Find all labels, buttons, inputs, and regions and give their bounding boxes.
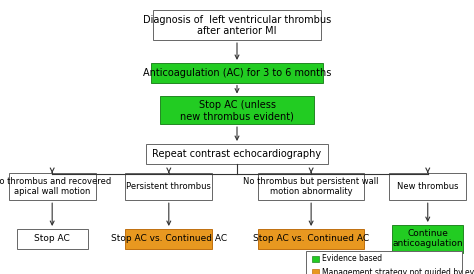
FancyBboxPatch shape [125,173,212,200]
FancyBboxPatch shape [312,255,319,262]
FancyBboxPatch shape [389,173,466,200]
Text: Persistent thrombus: Persistent thrombus [127,182,211,191]
Text: Diagnosis of  left ventricular thrombus
after anterior MI: Diagnosis of left ventricular thrombus a… [143,15,331,36]
FancyBboxPatch shape [392,225,463,253]
Text: New thrombus: New thrombus [397,182,458,191]
FancyBboxPatch shape [160,96,314,124]
Text: Stop AC vs. Continued AC: Stop AC vs. Continued AC [253,234,369,243]
FancyBboxPatch shape [153,10,321,40]
Text: Stop AC vs. Continued AC: Stop AC vs. Continued AC [111,234,227,243]
Text: Anticoagulation (AC) for 3 to 6 months: Anticoagulation (AC) for 3 to 6 months [143,68,331,78]
Text: Continue
anticoagulation: Continue anticoagulation [392,229,463,249]
FancyBboxPatch shape [9,173,96,200]
FancyBboxPatch shape [125,229,212,249]
Text: No thrombus and recovered
apical wall motion: No thrombus and recovered apical wall mo… [0,177,111,196]
FancyBboxPatch shape [146,144,328,164]
Text: Stop AC (unless
new thrombus evident): Stop AC (unless new thrombus evident) [180,99,294,121]
Text: Repeat contrast echocardiography: Repeat contrast echocardiography [153,149,321,159]
FancyBboxPatch shape [17,229,88,249]
Text: No thrombus but persistent wall
motion abnormality: No thrombus but persistent wall motion a… [243,177,379,196]
Text: Management strategy not guided by evidence: Management strategy not guided by eviden… [322,267,474,274]
Text: Evidence based: Evidence based [322,255,382,264]
Text: Stop AC: Stop AC [34,234,70,243]
FancyBboxPatch shape [306,251,462,274]
FancyBboxPatch shape [258,229,365,249]
FancyBboxPatch shape [258,173,365,200]
FancyBboxPatch shape [151,63,323,83]
FancyBboxPatch shape [312,269,319,274]
